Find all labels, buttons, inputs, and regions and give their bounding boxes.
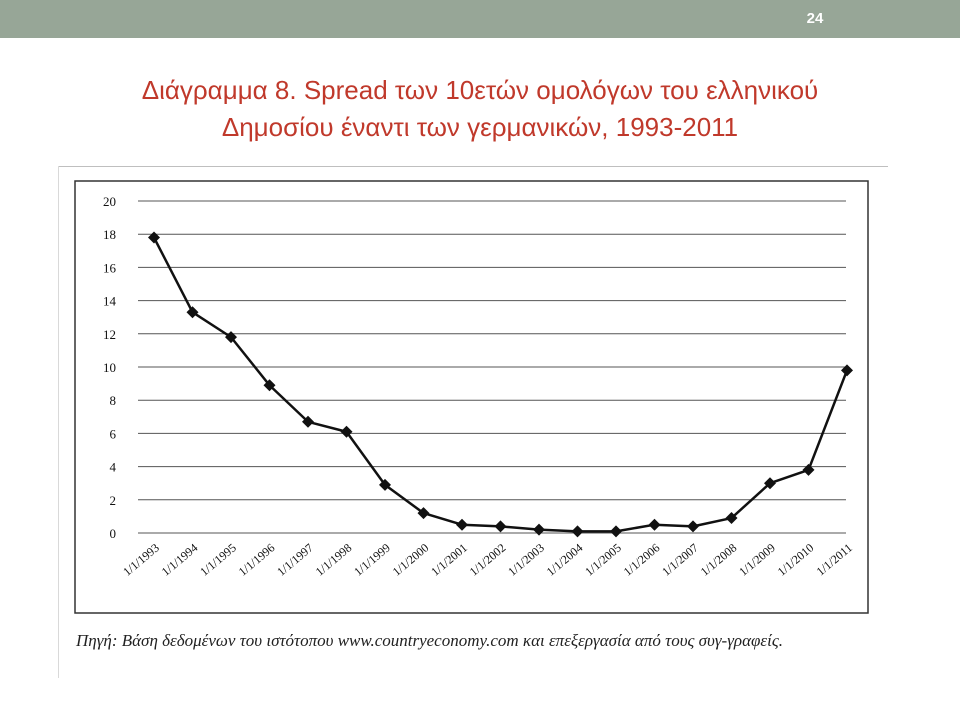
figure-left-edge [58,166,59,678]
data-point [148,231,160,244]
x-tick-label: 1/1/1995 [197,541,239,579]
y-tick-label: 10 [103,360,116,375]
data-point [533,523,545,536]
x-tick-label: 1/1/2006 [621,541,663,579]
data-point [225,331,237,344]
y-tick-label: 14 [103,294,117,309]
y-tick-label: 16 [103,260,117,275]
x-tick-label: 1/1/2002 [467,541,509,579]
x-tick-label: 1/1/2003 [505,541,547,579]
x-tick-label: 1/1/1993 [120,541,162,579]
y-tick-label: 12 [103,327,116,342]
slide-title: Διάγραμμα 8. Spread των 10ετών ομολόγων … [40,72,920,146]
data-point [648,518,661,531]
data-point [302,415,314,428]
x-tick-label: 1/1/2001 [428,541,470,579]
y-tick-label: 8 [110,393,117,408]
y-tick-label: 4 [110,460,117,475]
x-tick-label: 1/1/2010 [775,541,817,579]
x-tick-label: 1/1/2004 [544,541,586,579]
x-tick-label: 1/1/1998 [313,541,355,579]
x-tick-label: 1/1/1994 [159,541,201,579]
data-point [687,520,699,533]
y-tick-label: 0 [110,526,117,541]
x-tick-label: 1/1/1997 [274,541,316,579]
data-point [725,512,738,525]
data-point [186,306,199,319]
data-point [340,425,353,438]
y-tick-label: 2 [110,493,117,508]
slide-title-line-1: Διάγραμμα 8. Spread των 10ετών ομολόγων … [141,75,819,105]
data-point [417,507,430,520]
chart-figure [58,166,888,678]
page-number: 24 [806,10,824,27]
y-tick-label: 6 [110,426,117,441]
data-point [764,477,776,490]
x-tick-label: 1/1/2008 [698,541,740,579]
data-point [456,518,468,531]
y-tick-label: 18 [103,227,116,242]
x-tick-label: 1/1/1996 [236,541,278,579]
data-point [571,525,584,538]
data-point [841,364,853,377]
slide-title-line-2: Δημοσίου έναντι των γερμανικών, 1993-201… [221,112,739,142]
top-bar: 24 [0,0,960,38]
data-point [379,478,391,491]
x-tick-label: 1/1/2000 [390,541,432,579]
x-tick-label: 1/1/2005 [582,541,624,579]
data-point [610,525,622,538]
chart-frame [74,180,869,614]
x-tick-label: 1/1/1999 [351,541,393,579]
x-tick-label: 1/1/2011 [814,541,855,579]
data-point [802,463,815,476]
x-tick-label: 1/1/2007 [659,541,701,579]
y-tick-label: 20 [103,194,116,209]
figure-top-edge [58,166,888,167]
x-tick-label: 1/1/2009 [736,541,778,579]
source-caption: Πηγή: Βάση δεδομένων του ιστότοπου www.c… [76,631,783,650]
series-line [152,236,849,533]
data-point [263,379,276,392]
data-point [494,520,507,533]
